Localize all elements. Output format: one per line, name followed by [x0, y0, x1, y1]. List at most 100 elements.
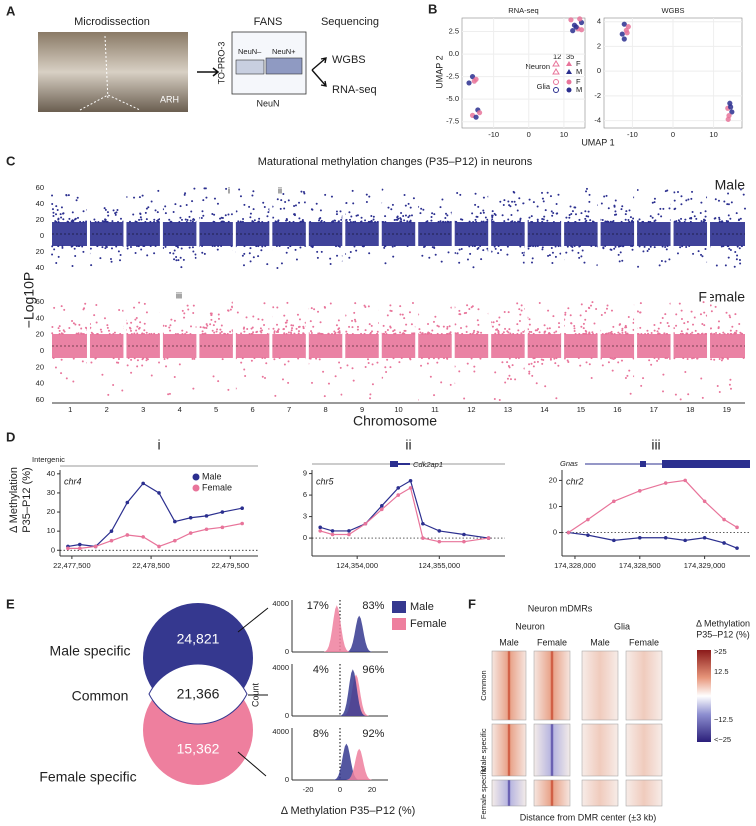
- manhattan-dot: [367, 358, 370, 361]
- manhattan-dot: [704, 332, 707, 335]
- manhattan-dot: [319, 209, 322, 212]
- manhattan-dot: [569, 205, 572, 208]
- umap-point: [568, 17, 574, 23]
- manhattan-dot: [335, 210, 338, 213]
- manhattan-dot: [399, 331, 402, 334]
- chromosome-gap: [305, 182, 309, 402]
- x-tick-label: 11: [431, 405, 439, 414]
- manhattan-dot: [430, 216, 433, 219]
- manhattan-dot: [517, 329, 520, 332]
- manhattan-dot: [169, 220, 172, 223]
- manhattan-dot: [354, 320, 357, 323]
- manhattan-dot: [678, 220, 681, 223]
- manhattan-dot: [530, 215, 533, 218]
- manhattan-dot: [150, 200, 153, 203]
- manhattan-dot: [665, 332, 668, 335]
- manhattan-dot: [580, 255, 583, 258]
- manhattan-dot: [72, 322, 75, 325]
- methylation-point: [173, 519, 177, 524]
- methylation-point: [93, 544, 98, 549]
- manhattan-dot: [504, 327, 507, 330]
- manhattan-dot: [472, 220, 475, 223]
- manhattan-dot: [573, 206, 576, 209]
- manhattan-dot: [393, 332, 396, 335]
- manhattan-dot: [257, 318, 260, 321]
- manhattan-dot: [227, 388, 230, 391]
- manhattan-dot: [506, 253, 509, 256]
- manhattan-dot: [471, 332, 474, 335]
- manhattan-dot: [624, 376, 627, 379]
- manhattan-dot: [280, 262, 283, 265]
- manhattan-dot: [191, 246, 194, 249]
- percent-label: 17%: [307, 600, 329, 612]
- methylation-line: [67, 482, 243, 548]
- manhattan-dot: [604, 245, 607, 248]
- manhattan-dot: [112, 357, 115, 360]
- manhattan-dot: [591, 301, 594, 304]
- manhattan-dot: [80, 332, 83, 335]
- manhattan-dot: [139, 216, 142, 219]
- manhattan-dot: [261, 245, 264, 248]
- manhattan-dot: [284, 200, 287, 203]
- manhattan-dot: [71, 265, 74, 268]
- methylation-point: [109, 529, 114, 533]
- manhattan-dot: [606, 304, 609, 307]
- output-label: RNA-seq: [332, 84, 377, 96]
- manhattan-dot: [275, 220, 278, 223]
- manhattan-dot: [567, 307, 570, 310]
- methylation-point: [157, 491, 161, 495]
- manhattan-dot: [336, 254, 339, 257]
- manhattan-dot: [430, 332, 433, 335]
- manhattan-dot: [60, 372, 63, 375]
- panel-label: E: [6, 596, 15, 611]
- manhattan-dot: [78, 323, 81, 326]
- methylation-line: [67, 522, 243, 549]
- manhattan-dot: [363, 332, 366, 335]
- manhattan-dot: [185, 220, 188, 223]
- manhattan-dot: [55, 261, 58, 264]
- manhattan-dot: [727, 214, 730, 217]
- manhattan-dot: [168, 218, 171, 221]
- manhattan-dot: [517, 357, 520, 360]
- manhattan-dot: [330, 195, 333, 198]
- manhattan-dot: [470, 357, 473, 360]
- manhattan-dot: [318, 219, 321, 222]
- manhattan-dot: [656, 359, 659, 362]
- chromosome-gap: [634, 182, 638, 402]
- manhattan-dot: [603, 195, 606, 198]
- manhattan-dot: [736, 245, 739, 248]
- methylation-line: [320, 479, 489, 539]
- y-tick-label: 40: [36, 379, 44, 388]
- manhattan-dot: [192, 250, 195, 253]
- manhattan-dot: [165, 365, 168, 368]
- manhattan-dot: [174, 203, 177, 206]
- manhattan-dot: [536, 218, 539, 221]
- manhattan-dot: [727, 256, 730, 259]
- manhattan-dot: [276, 306, 279, 309]
- manhattan-dot: [636, 220, 639, 223]
- manhattan-dot: [293, 213, 296, 216]
- manhattan-dot: [554, 362, 557, 365]
- manhattan-dot: [393, 219, 396, 222]
- manhattan-dot: [681, 245, 684, 248]
- manhattan-dot: [355, 249, 358, 252]
- manhattan-dot: [601, 218, 604, 221]
- manhattan-dot: [287, 246, 290, 249]
- manhattan-dot: [235, 210, 238, 213]
- manhattan-dot: [571, 210, 574, 213]
- manhattan-dot: [153, 220, 156, 223]
- manhattan-dot: [121, 389, 124, 392]
- manhattan-dot: [136, 325, 139, 328]
- legend-label: F: [576, 59, 581, 68]
- manhattan-dot: [714, 305, 717, 308]
- heatmap: [625, 723, 663, 777]
- manhattan-dot: [353, 318, 356, 321]
- manhattan-dot: [691, 211, 694, 214]
- x-tick-label: 174,328,500: [619, 561, 661, 570]
- manhattan-dot: [574, 332, 577, 335]
- manhattan-dot: [351, 326, 354, 329]
- manhattan-dot: [119, 253, 122, 256]
- manhattan-dot: [175, 259, 178, 262]
- manhattan-dot: [144, 220, 147, 223]
